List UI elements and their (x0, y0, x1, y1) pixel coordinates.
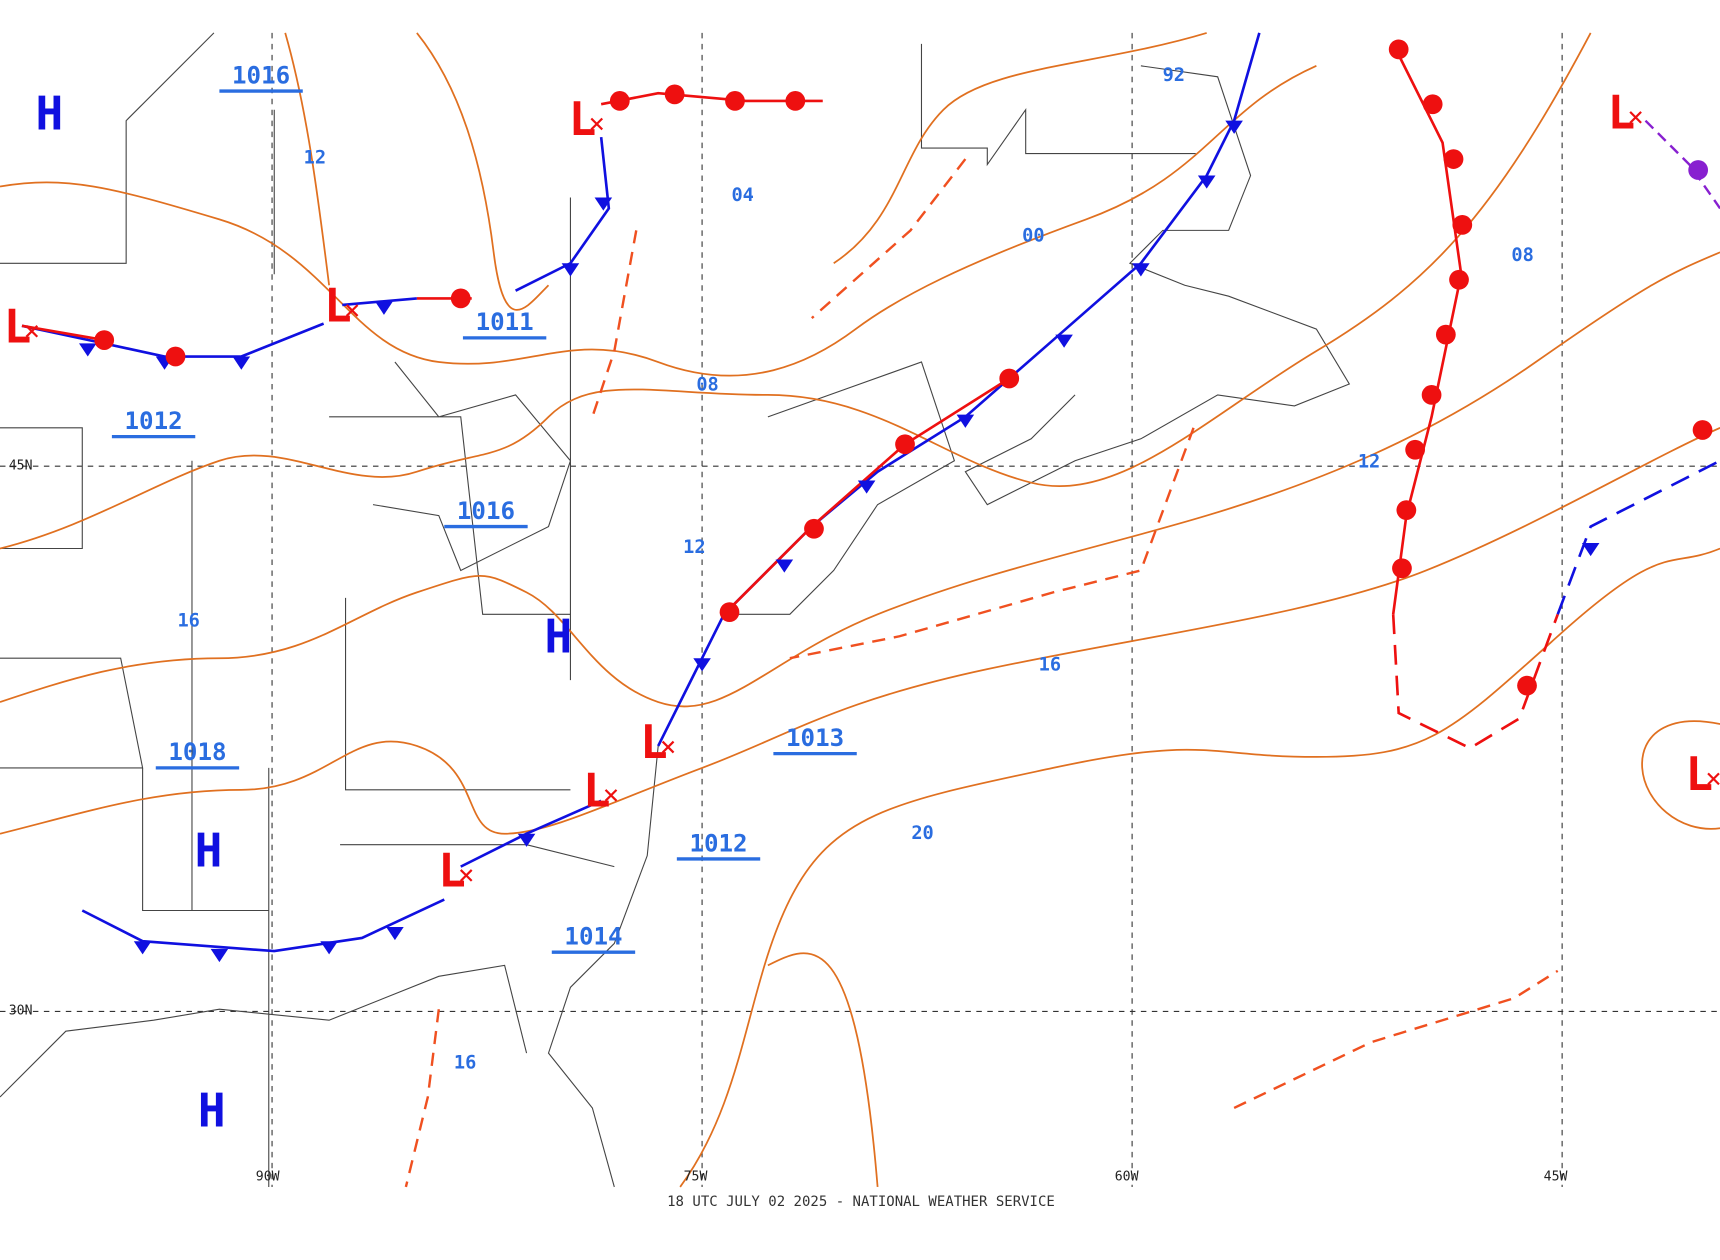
isobar-label: 1018 (168, 738, 226, 766)
isobar-label: 1012 (689, 829, 747, 857)
warm-front-pip (1435, 324, 1456, 345)
cold-front-pip (386, 926, 404, 941)
warm-front-pip (609, 91, 630, 111)
map-layer: 45N 30N 90W 75W 60W 45W 1016 1011 1012 1016 1018 10… (0, 32, 1720, 1188)
cold-front-pip (232, 356, 251, 370)
contour-label: 16 (454, 1052, 476, 1073)
contour-label: 16 (1039, 654, 1061, 675)
contour-label: 08 (1511, 245, 1533, 266)
warm-front-pip (664, 84, 685, 105)
grid-label: 45N (9, 459, 33, 474)
cold-front-pip (693, 658, 711, 672)
high-center: H (35, 86, 63, 140)
cold-front-pip (775, 559, 794, 573)
high-center: H (195, 824, 223, 878)
warm-front-pip (165, 346, 186, 367)
warm-front-pip (1392, 558, 1412, 579)
warm-front-pip (725, 91, 745, 111)
high-center: H (545, 610, 573, 664)
warm-front-pip (999, 368, 1020, 389)
cold-front-pip (78, 343, 97, 357)
warm-front-pip (1422, 94, 1443, 115)
isobar-label: 1013 (786, 724, 844, 752)
cold-front-pip (1581, 543, 1600, 557)
isobar-label: 1016 (457, 497, 515, 525)
warm-front-pip (94, 330, 115, 350)
cold-front-pip (320, 941, 338, 955)
cold-front-pip (956, 414, 975, 428)
warm-front-pip (785, 91, 806, 111)
warm-front-pip (450, 288, 471, 309)
cold-front-pip (1055, 334, 1073, 348)
low-mark (661, 740, 675, 754)
grid-label: 75W (684, 1169, 708, 1184)
contour-label: 00 (1022, 225, 1044, 246)
cold-front-pip (1132, 263, 1150, 277)
cold-front-pip (1225, 120, 1243, 134)
contour-label: 12 (683, 537, 705, 558)
contour-label: 12 (304, 147, 326, 168)
isobar-label: 1016 (232, 61, 290, 89)
warm-front-pip (804, 518, 824, 539)
cold-front-pip (133, 941, 152, 955)
contour-label: 12 (1358, 451, 1380, 472)
grid-label: 45W (1544, 1169, 1568, 1184)
low-mark (604, 789, 618, 802)
footer: 18 UTC JULY 02 2025 - NATIONAL WEATHER S… (667, 1194, 1055, 1210)
low-mark (459, 869, 473, 882)
contour-label: 04 (731, 185, 753, 206)
warm-front-pip (1405, 439, 1426, 460)
low-mark (1707, 772, 1720, 786)
warm-front-pip (895, 434, 915, 455)
low-mark (1629, 111, 1642, 124)
grid-label: 60W (1115, 1169, 1139, 1184)
cold-front-pip (517, 833, 536, 847)
warm-front-pip (1443, 149, 1464, 169)
warm-front-pip (1396, 500, 1417, 520)
contour-label: 08 (696, 375, 718, 396)
low-mark (590, 117, 604, 131)
isobar-label: 1014 (564, 923, 622, 951)
cold-front-pip (857, 480, 876, 494)
cold-front-pip (1197, 175, 1216, 189)
contour-label: 20 (911, 823, 933, 844)
isobar-label: 1012 (125, 407, 183, 435)
cold-front-pip (594, 197, 613, 211)
high-center: H (198, 1084, 226, 1138)
warm-front-pip (1452, 215, 1473, 235)
low-mark (25, 325, 39, 338)
contour-label: 92 (1163, 65, 1185, 86)
warm-front-pip (719, 602, 740, 622)
warm-front-pip (1421, 385, 1442, 405)
grid-label: 90W (256, 1169, 280, 1184)
warm-front-pip (1388, 39, 1409, 60)
occluded-pip (1688, 160, 1709, 180)
grid-label: 30N (9, 1004, 33, 1019)
cold-front-pip (561, 263, 580, 277)
warm-front-pip (1449, 269, 1469, 290)
cold-front-pip (375, 301, 393, 315)
isobar-label: 1011 (476, 308, 534, 336)
contour-label: 16 (177, 610, 199, 631)
cold-front-pip (210, 948, 229, 963)
low-mark (345, 304, 359, 317)
warm-front-pip (1517, 675, 1537, 696)
warm-front-pip (1692, 420, 1713, 440)
